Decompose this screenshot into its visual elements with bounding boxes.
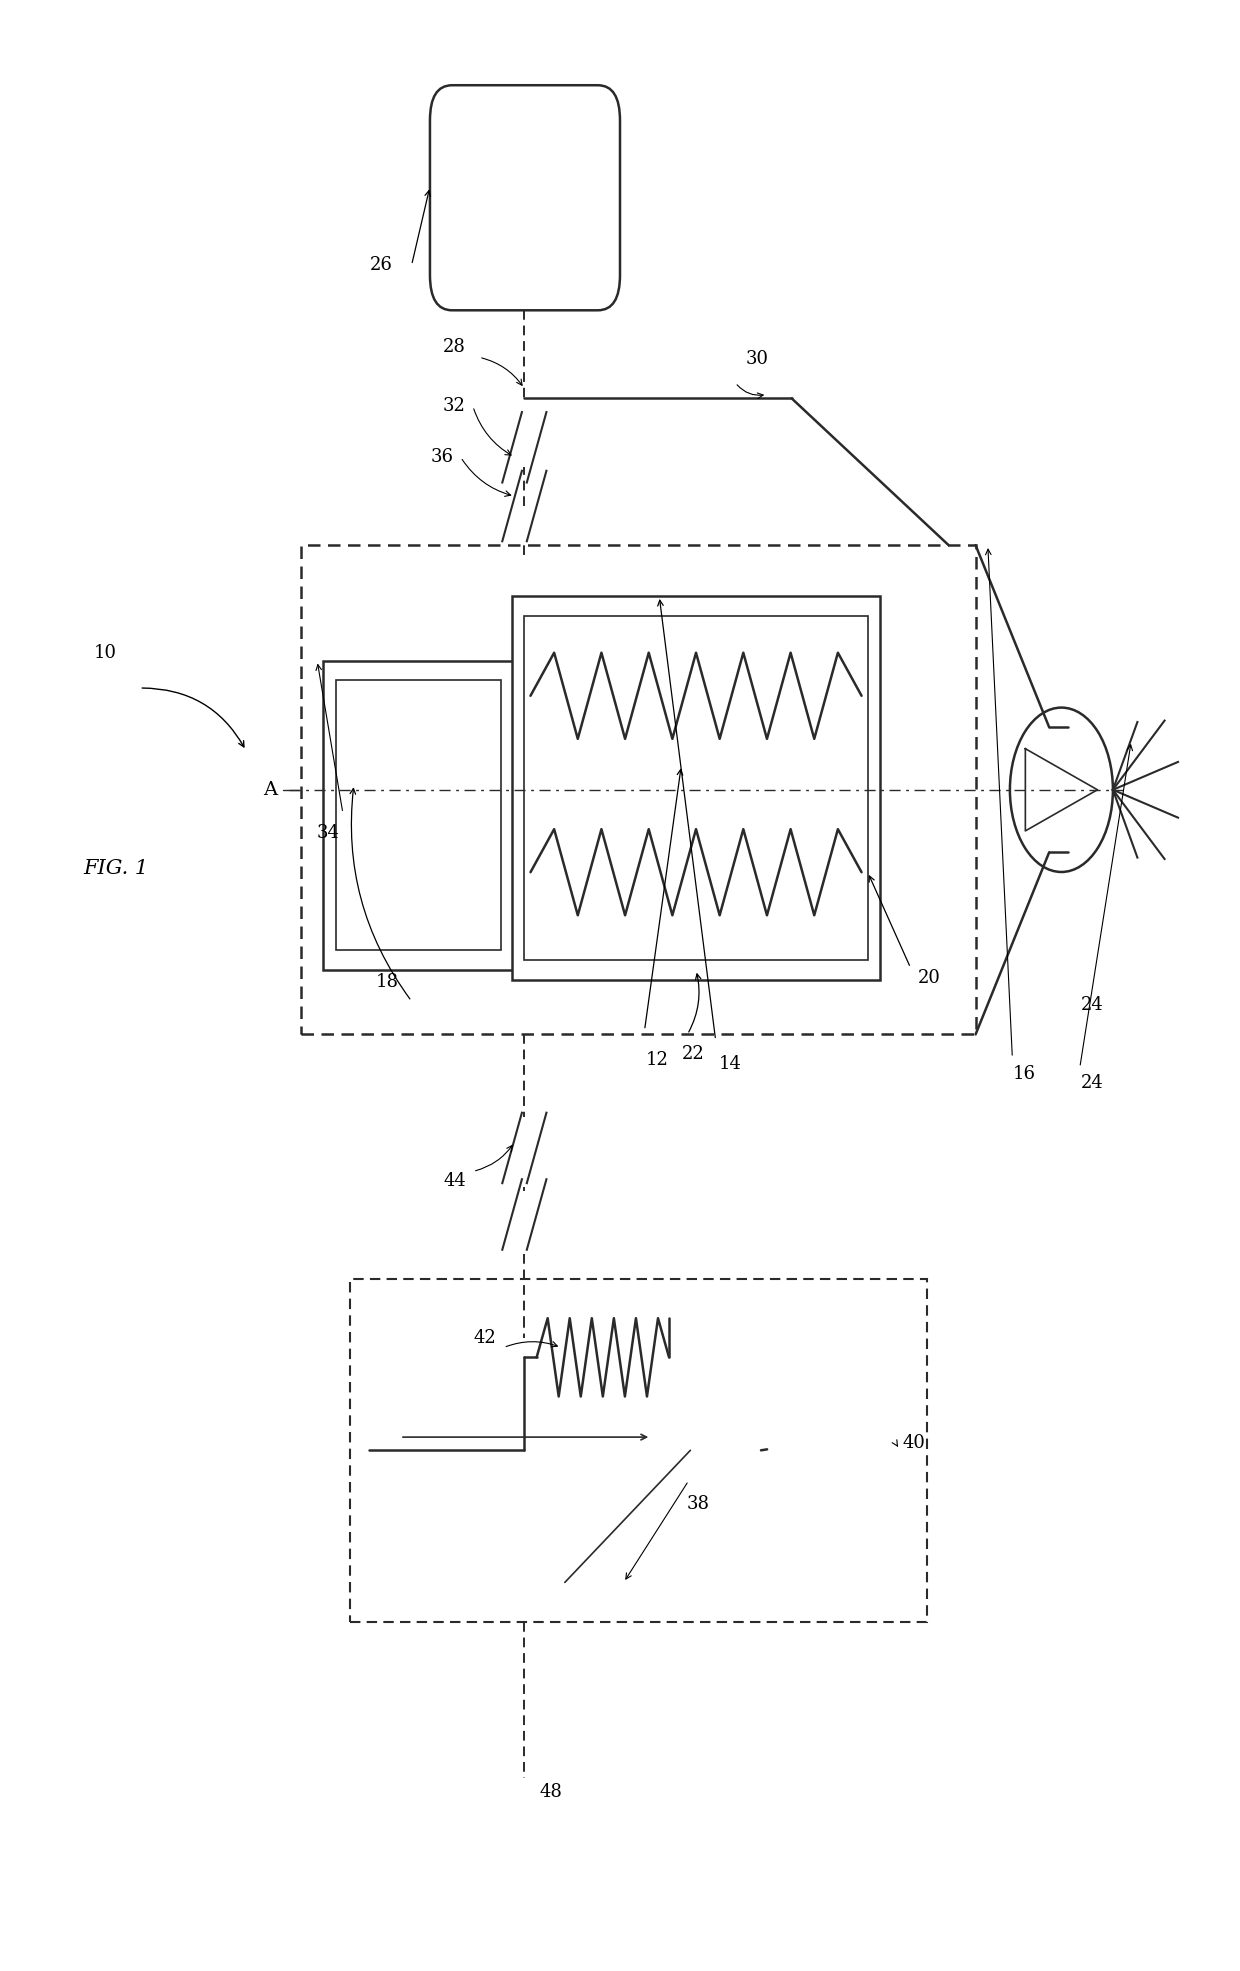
Text: 28: 28 — [443, 339, 466, 357]
Text: 40: 40 — [903, 1435, 926, 1453]
Bar — [350, 1279, 926, 1622]
Text: 34: 34 — [316, 824, 340, 842]
FancyBboxPatch shape — [430, 85, 620, 309]
Text: 12: 12 — [645, 1051, 668, 1068]
Bar — [301, 546, 976, 1035]
Text: 44: 44 — [443, 1173, 466, 1190]
Bar — [324, 660, 513, 970]
Text: 10: 10 — [93, 645, 117, 662]
Text: 24: 24 — [1081, 995, 1104, 1013]
Bar — [368, 1319, 761, 1583]
Text: 18: 18 — [376, 972, 398, 991]
Text: 48: 48 — [539, 1784, 563, 1801]
Text: 42: 42 — [474, 1328, 496, 1346]
Text: 32: 32 — [443, 398, 466, 416]
Text: A: A — [263, 781, 278, 798]
Bar — [512, 595, 880, 980]
Text: 38: 38 — [687, 1496, 711, 1514]
Text: 20: 20 — [918, 968, 940, 987]
Text: 14: 14 — [719, 1054, 742, 1072]
Text: 26: 26 — [370, 256, 392, 274]
Text: 16: 16 — [1013, 1064, 1037, 1082]
Bar — [768, 1362, 899, 1537]
Text: 36: 36 — [430, 447, 454, 465]
Text: 30: 30 — [745, 351, 769, 369]
Text: FIG. 1: FIG. 1 — [83, 859, 148, 877]
Bar — [525, 615, 868, 960]
Text: 24: 24 — [1081, 1074, 1104, 1092]
Text: 22: 22 — [682, 1045, 706, 1062]
Bar — [336, 680, 501, 950]
